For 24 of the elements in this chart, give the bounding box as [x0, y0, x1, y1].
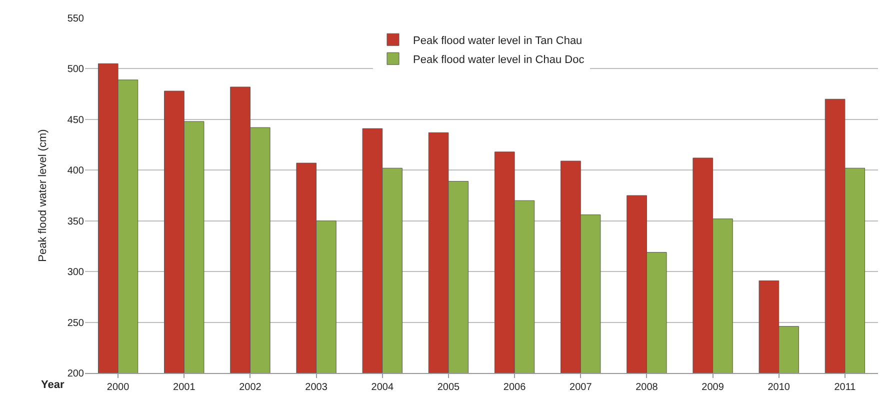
x-tick-label: 2005 — [437, 382, 460, 393]
y-tick-label: 400 — [67, 166, 84, 177]
x-tick-label: 2011 — [834, 382, 856, 393]
x-tick-label: 2008 — [636, 382, 658, 393]
x-tick-label: 2007 — [570, 382, 592, 393]
x-tick-label: 2000 — [106, 382, 130, 393]
y-tick-label: 500 — [67, 64, 84, 76]
x-axis-title: Year — [41, 379, 65, 391]
y-tick-label: 350 — [67, 216, 84, 228]
x-tick-label: 2006 — [503, 382, 526, 393]
y-tick-label: 450 — [67, 114, 84, 126]
legend-label: Peak flood water level in Chau Doc — [413, 54, 585, 66]
x-tick-label: 2002 — [239, 382, 262, 393]
legend-label: Peak flood water level in Tan Chau — [413, 34, 582, 47]
y-tick-label: 250 — [67, 318, 84, 329]
y-axis-title: Peak flood water level (cm) — [36, 129, 49, 262]
y-tick-label: 300 — [67, 267, 84, 278]
x-tick-label: 2010 — [768, 382, 790, 393]
x-tick-label: 2009 — [702, 382, 724, 393]
x-tick-label: 2001 — [173, 382, 196, 393]
x-tick-label: 2003 — [305, 382, 328, 393]
y-tick-label: 200 — [67, 368, 84, 380]
x-tick-label: 2004 — [371, 382, 394, 393]
y-tick-label: 550 — [67, 14, 84, 24]
